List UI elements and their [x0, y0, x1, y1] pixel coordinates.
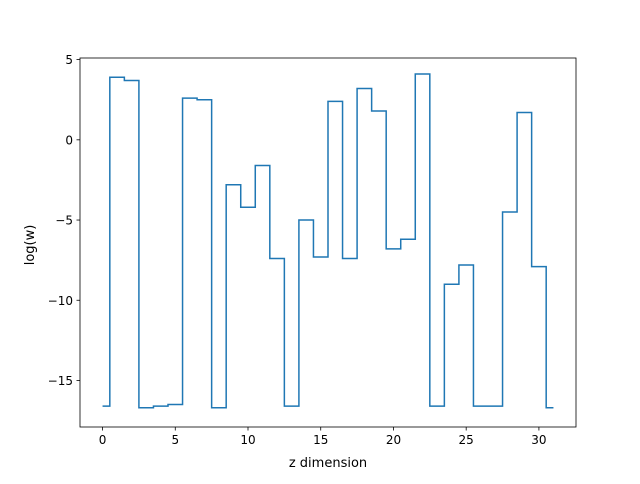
- series-line-0: [102, 73, 554, 409]
- x-axis-label: z dimension: [289, 456, 367, 471]
- plot-layer: [102, 73, 554, 409]
- x-tick-label: 30: [531, 433, 546, 447]
- x-tick-label: 15: [313, 433, 328, 447]
- y-tick-label: −15: [48, 374, 73, 388]
- axes-layer: 0 5 10 15 20 25 30 5 0 −5 −10 −15: [48, 53, 577, 447]
- y-tick-label: 5: [65, 53, 73, 67]
- y-tick-label: −5: [55, 214, 73, 228]
- x-tick-label: 10: [240, 433, 255, 447]
- x-tick-label: 5: [171, 433, 179, 447]
- x-tick-label: 0: [99, 433, 107, 447]
- y-axis-label: log(w): [23, 225, 38, 266]
- x-tick-label: 20: [386, 433, 401, 447]
- x-tick-label: 25: [459, 433, 474, 447]
- y-tick-label: −10: [48, 294, 73, 308]
- y-tick-label: 0: [65, 133, 73, 147]
- plot-frame: [79, 57, 577, 428]
